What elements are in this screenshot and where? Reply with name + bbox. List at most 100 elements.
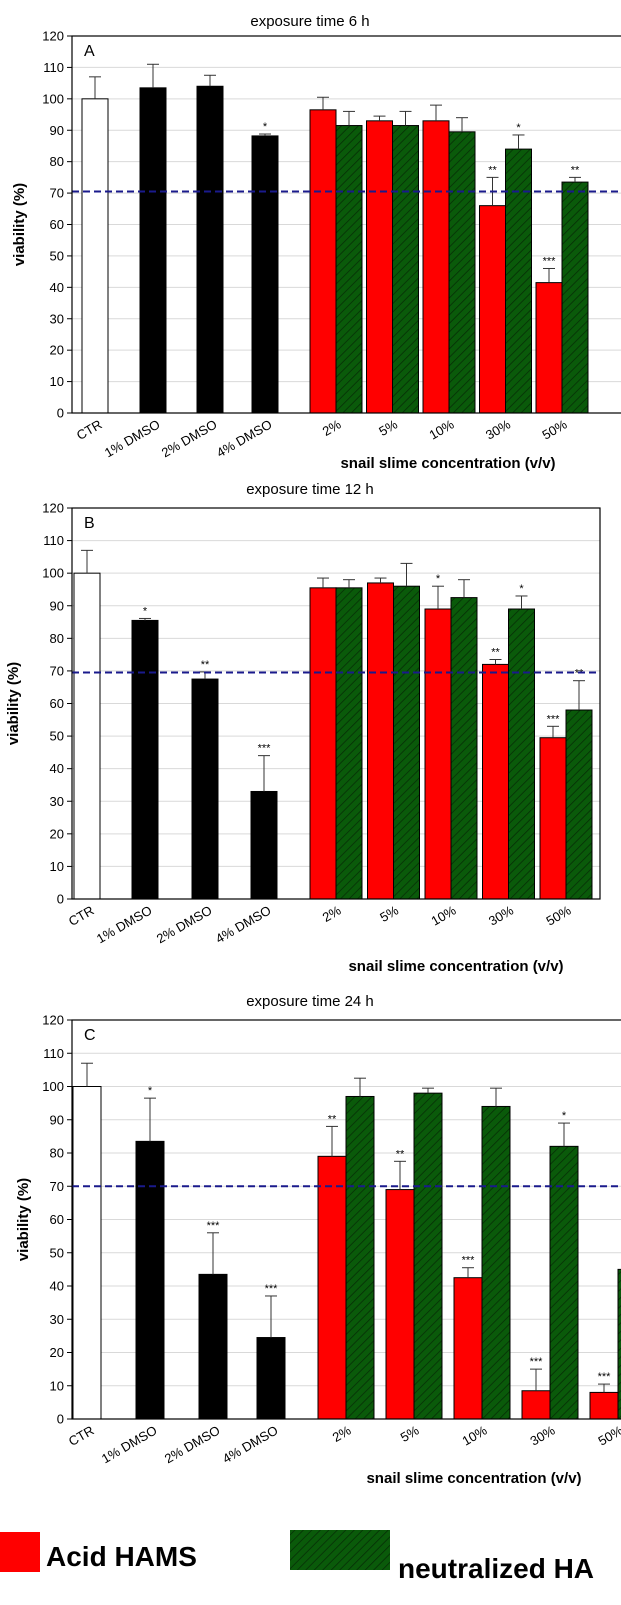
y-tick-label: 60: [50, 217, 64, 232]
bar-acid: [589, 1391, 619, 1420]
x-tick-label: 2% DMSO: [154, 903, 215, 947]
y-axis-label: viability (%): [11, 183, 28, 266]
y-tick-label: 90: [50, 598, 64, 613]
chart-panel-C: exposure time 24 h 0 10 20 30 40 50 60 70 80 90 100…: [15, 993, 621, 1487]
y-tick-label: 0: [57, 892, 64, 907]
bar-neutralized: [561, 181, 589, 414]
bar-neutralized: [448, 131, 476, 414]
significance-label: *: [516, 122, 521, 134]
y-tick-label: 50: [50, 1245, 64, 1260]
significance-label: **: [575, 668, 584, 680]
x-axis-label: snail slime concentration (v/v): [348, 958, 563, 975]
x-tick-label: 10%: [459, 1422, 489, 1448]
y-tick-label: 20: [50, 826, 64, 841]
significance-label: ***: [462, 1255, 476, 1267]
significance-label: ***: [530, 1356, 544, 1368]
y-tick-label: 60: [50, 1212, 64, 1227]
significance-label: ***: [207, 1220, 221, 1232]
bar-neutralized: [565, 709, 593, 900]
x-tick-label: 10%: [426, 416, 456, 442]
bar-acid: [424, 608, 452, 900]
bar-neutralized: [345, 1095, 375, 1420]
x-tick-label: CTR: [66, 903, 97, 929]
y-tick-label: 120: [42, 501, 64, 516]
y-tick-label: 0: [57, 406, 64, 421]
significance-label: *: [562, 1110, 567, 1122]
bar-dmso: [191, 678, 219, 900]
bar-neutralized: [413, 1092, 443, 1420]
bar-dmso: [250, 790, 278, 900]
chart-title: exposure time 6 h: [250, 13, 369, 30]
y-tick-label: 30: [50, 794, 64, 809]
bar-ctr: [72, 1086, 102, 1420]
significance-label: ***: [265, 1283, 279, 1295]
x-tick-label: 4% DMSO: [214, 417, 275, 461]
bar-neutralized: [617, 1268, 621, 1420]
significance-label: ***: [258, 743, 272, 755]
y-tick-label: 110: [43, 60, 64, 75]
bar-acid: [479, 205, 506, 414]
x-tick-label: 2%: [330, 1422, 354, 1445]
bar-neutralized: [508, 608, 535, 900]
legend-label-acid: Acid HAMS: [46, 1541, 197, 1572]
bar-neutralized: [393, 585, 420, 900]
significance-label: **: [491, 647, 500, 659]
x-tick-label: 5%: [398, 1422, 422, 1445]
bar-dmso: [196, 85, 224, 414]
y-tick-label: 80: [50, 154, 64, 169]
bar-neutralized: [481, 1105, 511, 1420]
y-tick-label: 70: [50, 186, 64, 201]
x-tick-label: 2% DMSO: [162, 1423, 223, 1467]
bar-dmso: [256, 1337, 286, 1420]
y-tick-label: 90: [50, 1112, 64, 1127]
significance-label: ***: [543, 255, 557, 267]
significance-label: *: [143, 605, 148, 617]
significance-label: **: [396, 1148, 405, 1160]
y-tick-label: 20: [50, 343, 64, 358]
x-tick-label: CTR: [74, 417, 105, 443]
bar-dmso: [139, 87, 167, 414]
x-tick-label: CTR: [66, 1423, 97, 1449]
y-tick-label: 100: [42, 1079, 64, 1094]
bar-ctr: [81, 98, 109, 414]
panel-letter: B: [84, 515, 95, 532]
y-tick-label: 50: [50, 248, 64, 263]
x-tick-label: 30%: [483, 416, 513, 442]
y-tick-label: 110: [43, 533, 64, 548]
bar-acid: [309, 109, 337, 414]
bar-neutralized: [335, 125, 363, 414]
x-tick-label: 30%: [527, 1422, 557, 1448]
y-tick-label: 90: [50, 123, 64, 138]
x-tick-label: 2% DMSO: [159, 417, 220, 461]
chart-title: exposure time 24 h: [246, 993, 374, 1010]
y-tick-label: 40: [50, 280, 64, 295]
bar-acid: [422, 120, 450, 414]
bar-dmso: [135, 1140, 165, 1420]
legend-label-neutralized: neutralized HA: [398, 1553, 594, 1584]
y-tick-label: 70: [50, 663, 64, 678]
significance-label: **: [571, 164, 580, 176]
y-tick-label: 0: [57, 1412, 64, 1427]
significance-label: **: [328, 1113, 337, 1125]
bar-neutralized: [335, 587, 363, 900]
x-tick-label: 50%: [543, 902, 573, 928]
y-tick-label: 40: [50, 761, 64, 776]
significance-label: *: [519, 583, 524, 595]
significance-label: ***: [598, 1371, 612, 1383]
bar-neutralized: [505, 148, 532, 414]
x-tick-label: 2%: [320, 902, 344, 925]
y-tick-label: 30: [50, 1312, 64, 1327]
significance-label: **: [201, 659, 210, 671]
chart-title: exposure time 12 h: [246, 481, 374, 498]
y-tick-label: 70: [50, 1179, 64, 1194]
x-tick-label: 4% DMSO: [220, 1423, 281, 1467]
bar-acid: [482, 663, 509, 900]
y-tick-label: 30: [50, 311, 64, 326]
bar-ctr: [73, 572, 101, 900]
y-tick-label: 10: [50, 1378, 64, 1393]
y-tick-label: 40: [50, 1279, 64, 1294]
chart-panel-B: exposure time 12 h 0 10 20 30 40 50 60 70 80 90 100…: [5, 481, 601, 975]
y-axis-label: viability (%): [5, 662, 22, 745]
